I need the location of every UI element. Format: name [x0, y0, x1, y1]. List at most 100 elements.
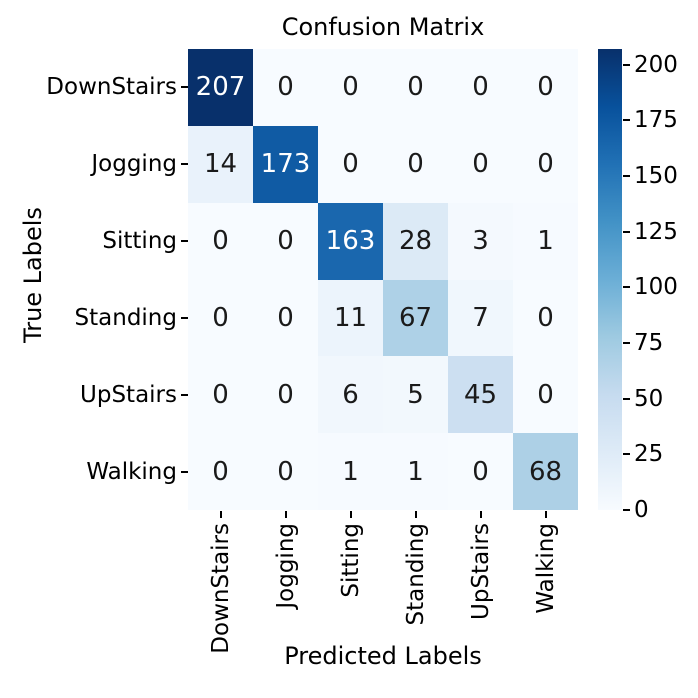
cell-value: 11	[333, 302, 368, 333]
colorbar-gradient	[598, 49, 622, 510]
cell-value: 0	[537, 72, 554, 103]
heatmap-grid: 207 0 0 0 0 0 14 173 0 0 0 0 0 0 163 28 3 1 0 0 11 67 7 0 0 0 6 5 45…	[188, 49, 578, 510]
y-tick-label: Sitting	[102, 228, 177, 255]
heatmap-cell: 1	[383, 433, 448, 510]
heatmap-cell: 0	[253, 433, 318, 510]
colorbar-tick-label: 175	[634, 107, 678, 134]
colorbar-tick-label: 75	[634, 329, 664, 356]
y-tick-label: Walking	[86, 458, 177, 485]
heatmap-cell: 6	[318, 356, 383, 434]
x-tick-label: Standing	[402, 523, 429, 626]
colorbar-tick-mark	[623, 397, 630, 400]
cell-value: 0	[277, 302, 294, 333]
heatmap-cell: 67	[383, 279, 448, 357]
colorbar-tick-label: 100	[634, 274, 678, 301]
heatmap-cell: 3	[448, 202, 513, 280]
y-tick-mark	[181, 316, 188, 319]
colorbar-tick-label: 200	[634, 51, 678, 78]
cell-value: 5	[407, 379, 424, 410]
x-tick-label: Walking	[532, 523, 559, 614]
heatmap-cell: 0	[253, 202, 318, 280]
y-tick-mark	[181, 393, 188, 396]
cell-value: 6	[342, 379, 359, 410]
heatmap-cell: 0	[448, 125, 513, 203]
cell-value: 0	[407, 149, 424, 180]
heatmap-cell: 0	[513, 49, 578, 126]
heatmap-cell: 14	[188, 125, 253, 203]
cell-value: 1	[407, 456, 424, 487]
cell-value: 0	[472, 149, 489, 180]
colorbar-tick-label: 125	[634, 218, 678, 245]
heatmap-cell: 0	[318, 49, 383, 126]
y-tick-label: Standing	[74, 304, 177, 331]
cell-value: 0	[212, 226, 229, 257]
y-tick-label: Jogging	[91, 151, 177, 178]
cell-value: 0	[472, 456, 489, 487]
heatmap-cell: 0	[383, 125, 448, 203]
heatmap-cell: 173	[253, 125, 318, 203]
cell-value: 67	[398, 302, 433, 333]
cell-value: 68	[528, 456, 563, 487]
colorbar-tick-label: 25	[634, 441, 664, 468]
cell-value: 3	[472, 226, 489, 257]
heatmap-cell: 0	[188, 433, 253, 510]
cell-value: 28	[398, 226, 433, 257]
x-tick-mark	[219, 511, 222, 518]
y-tick-label: UpStairs	[80, 381, 177, 408]
colorbar-tick-mark	[623, 63, 630, 66]
colorbar-tick-mark	[623, 174, 630, 177]
heatmap-cell: 0	[253, 356, 318, 434]
cell-value: 0	[472, 72, 489, 103]
heatmap-cell: 0	[253, 279, 318, 357]
colorbar-tick-label: 150	[634, 162, 678, 189]
heatmap-cell: 207	[188, 49, 253, 126]
colorbar-tick-label: 0	[634, 497, 649, 523]
heatmap-cell: 0	[188, 356, 253, 434]
heatmap-cell: 1	[318, 433, 383, 510]
colorbar-tick-mark	[623, 341, 630, 344]
cell-value: 1	[537, 226, 554, 257]
heatmap-cell: 0	[188, 202, 253, 280]
x-tick-label: Jogging	[272, 523, 299, 609]
heatmap-cell: 0	[383, 49, 448, 126]
colorbar-tick-mark	[623, 230, 630, 233]
heatmap-cell: 28	[383, 202, 448, 280]
colorbar-tick-mark	[623, 509, 630, 511]
y-tick-mark	[181, 470, 188, 473]
heatmap-cell: 163	[318, 202, 383, 280]
cell-value: 0	[277, 226, 294, 257]
heatmap-cell: 0	[448, 433, 513, 510]
x-tick-mark	[414, 511, 417, 518]
cell-value: 0	[342, 72, 359, 103]
cell-value: 0	[277, 72, 294, 103]
colorbar-tick-label: 50	[634, 385, 664, 412]
cell-value: 14	[203, 149, 238, 180]
cell-value: 173	[260, 149, 311, 180]
heatmap-cell: 45	[448, 356, 513, 434]
cell-value: 0	[277, 456, 294, 487]
heatmap-cell: 0	[513, 125, 578, 203]
x-tick-mark	[284, 511, 287, 518]
heatmap-cell: 0	[448, 49, 513, 126]
y-tick-mark	[181, 163, 188, 166]
x-tick-mark	[544, 511, 547, 518]
x-tick-mark	[349, 511, 352, 518]
cell-value: 45	[463, 379, 498, 410]
cell-value: 7	[472, 302, 489, 333]
heatmap-cell: 0	[513, 279, 578, 357]
x-axis-label: Predicted Labels	[284, 642, 482, 670]
cell-value: 0	[277, 379, 294, 410]
cell-value: 0	[212, 379, 229, 410]
heatmap-cell: 0	[513, 356, 578, 434]
y-tick-mark	[181, 240, 188, 243]
chart-title: Confusion Matrix	[281, 13, 485, 41]
x-tick-label: Sitting	[337, 523, 364, 598]
colorbar-tick-mark	[623, 453, 630, 456]
colorbar-tick-mark	[623, 119, 630, 122]
heatmap-cell: 0	[318, 125, 383, 203]
cell-value: 0	[212, 302, 229, 333]
heatmap-cell: 68	[513, 433, 578, 510]
y-tick-label: DownStairs	[46, 74, 177, 101]
cell-value: 0	[537, 379, 554, 410]
y-tick-mark	[181, 86, 188, 89]
